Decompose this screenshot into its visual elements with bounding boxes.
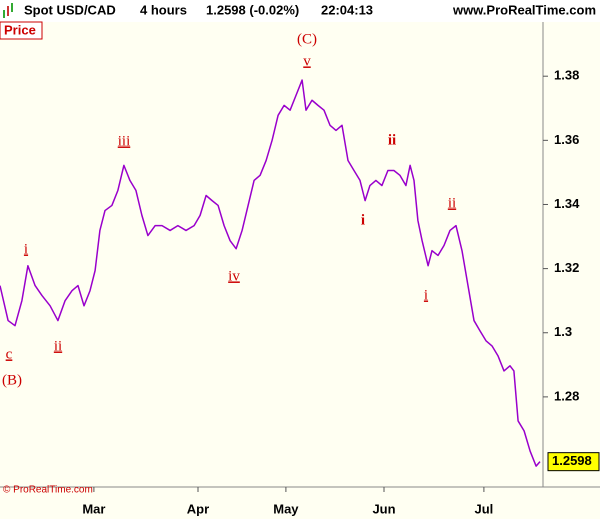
timeframe: 4 hours [140, 2, 187, 17]
wave-label: c [6, 346, 13, 362]
x-tick-label: Jul [475, 501, 494, 516]
wave-label: (C) [297, 31, 317, 47]
wave-label: iii [118, 133, 131, 149]
wave-label: i [361, 212, 365, 228]
y-tick-label: 1.32 [554, 260, 579, 275]
wave-label: iv [228, 268, 240, 284]
wave-label: i [424, 287, 428, 303]
x-tick-label: Mar [82, 501, 105, 516]
y-tick-label: 1.36 [554, 132, 579, 147]
time: 22:04:13 [321, 2, 373, 17]
wave-label: (B) [2, 372, 22, 388]
quote: 1.2598 (-0.02%) [206, 2, 299, 17]
y-tick-label: 1.28 [554, 388, 579, 403]
last-price-label: 1.2598 [552, 453, 592, 468]
x-axis-area [0, 487, 600, 519]
x-tick-label: Jun [372, 501, 395, 516]
wave-label: v [303, 53, 311, 69]
price-line [0, 79, 541, 467]
wave-label: ii [448, 195, 456, 211]
y-tick-label: 1.38 [554, 68, 579, 83]
y-tick-label: 1.34 [554, 196, 580, 211]
y-label: Price [4, 22, 36, 37]
y-tick-label: 1.3 [554, 324, 572, 339]
x-tick-label: Apr [187, 501, 209, 516]
wave-label: ii [388, 132, 396, 148]
wave-label: ii [54, 338, 62, 354]
wave-label: i [24, 241, 28, 257]
plot-area [0, 22, 543, 487]
y-label-box [0, 21, 43, 40]
logo [3, 3, 13, 18]
title: Spot USD/CAD [24, 2, 116, 17]
source: www.ProRealTime.com [452, 2, 596, 17]
y-axis-area [543, 22, 600, 487]
x-tick-label: May [273, 501, 299, 516]
last-price-box [547, 452, 600, 472]
copyright: © ProRealTime.com [3, 485, 93, 496]
